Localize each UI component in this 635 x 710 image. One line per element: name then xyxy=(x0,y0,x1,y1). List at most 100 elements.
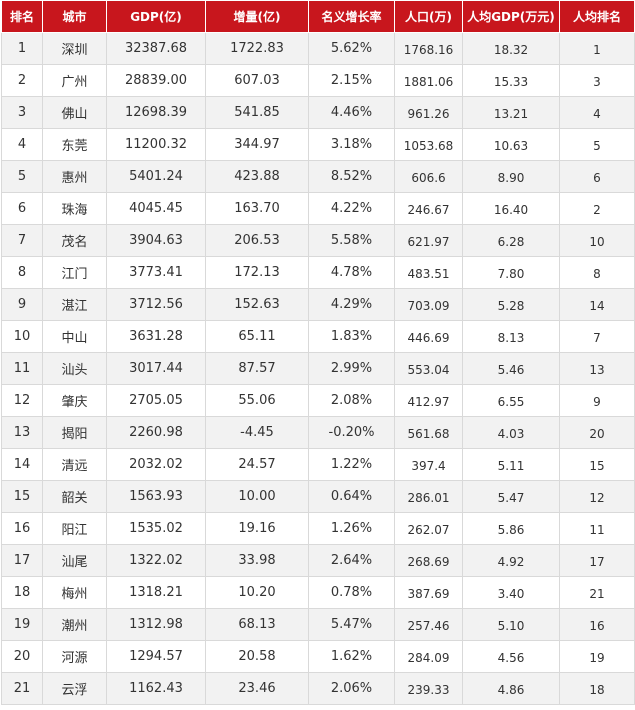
cell-col-increment: 10.00 xyxy=(205,480,309,513)
header-col-increment: 增量(亿) xyxy=(205,0,309,33)
cell-col-rank: 14 xyxy=(1,448,43,481)
cell-col-per-capita-gdp: 4.92 xyxy=(462,544,560,577)
cell-col-per-capita-gdp: 4.03 xyxy=(462,416,560,449)
cell-col-population: 257.46 xyxy=(394,608,463,641)
cell-col-increment: 172.13 xyxy=(205,256,309,289)
cell-col-per-capita-gdp: 13.21 xyxy=(462,96,560,129)
cell-col-gdp: 32387.68 xyxy=(106,32,206,65)
cell-col-growth-rate: 1.62% xyxy=(308,640,395,673)
cell-col-per-capita-gdp: 5.11 xyxy=(462,448,560,481)
cell-col-city: 韶关 xyxy=(42,480,107,513)
cell-col-per-capita-gdp: 16.40 xyxy=(462,192,560,225)
cell-col-per-capita-rank: 5 xyxy=(559,128,635,161)
cell-col-per-capita-rank: 13 xyxy=(559,352,635,385)
cell-col-increment: 423.88 xyxy=(205,160,309,193)
cell-col-rank: 4 xyxy=(1,128,43,161)
cell-col-gdp: 3773.41 xyxy=(106,256,206,289)
cell-col-per-capita-rank: 7 xyxy=(559,320,635,353)
cell-col-population: 239.33 xyxy=(394,672,463,705)
cell-col-population: 262.07 xyxy=(394,512,463,545)
header-col-gdp: GDP(亿) xyxy=(106,0,206,33)
cell-col-rank: 1 xyxy=(1,32,43,65)
table-header: 排名 城市 GDP(亿) 增量(亿) 名义增长率 人口(万) 人均GDP(万元) 人均排名 xyxy=(1,0,635,33)
cell-col-per-capita-rank: 11 xyxy=(559,512,635,545)
cell-col-increment: 1722.83 xyxy=(205,32,309,65)
cell-col-per-capita-rank: 1 xyxy=(559,32,635,65)
cell-col-gdp: 5401.24 xyxy=(106,160,206,193)
cell-col-per-capita-rank: 20 xyxy=(559,416,635,449)
cell-col-population: 246.67 xyxy=(394,192,463,225)
cell-col-per-capita-gdp: 6.28 xyxy=(462,224,560,257)
cell-col-rank: 9 xyxy=(1,288,43,321)
cell-col-growth-rate: 5.47% xyxy=(308,608,395,641)
cell-col-city: 茂名 xyxy=(42,224,107,257)
cell-col-city: 梅州 xyxy=(42,576,107,609)
cell-col-growth-rate: 3.18% xyxy=(308,128,395,161)
header-col-population: 人口(万) xyxy=(394,0,463,33)
cell-col-gdp: 2260.98 xyxy=(106,416,206,449)
cell-col-city: 深圳 xyxy=(42,32,107,65)
cell-col-rank: 18 xyxy=(1,576,43,609)
cell-col-growth-rate: 2.15% xyxy=(308,64,395,97)
cell-col-city: 江门 xyxy=(42,256,107,289)
cell-col-growth-rate: 4.46% xyxy=(308,96,395,129)
cell-col-rank: 2 xyxy=(1,64,43,97)
cell-col-gdp: 28839.00 xyxy=(106,64,206,97)
table-row: 18 梅州 1318.21 10.20 0.78% 387.69 3.40 21 xyxy=(1,576,635,609)
cell-col-city: 阳江 xyxy=(42,512,107,545)
table-row: 13 揭阳 2260.98 -4.45 -0.20% 561.68 4.03 20 xyxy=(1,416,635,449)
cell-col-increment: 20.58 xyxy=(205,640,309,673)
cell-col-per-capita-rank: 9 xyxy=(559,384,635,417)
cell-col-gdp: 3017.44 xyxy=(106,352,206,385)
cell-col-per-capita-gdp: 15.33 xyxy=(462,64,560,97)
cell-col-population: 1053.68 xyxy=(394,128,463,161)
cell-col-rank: 15 xyxy=(1,480,43,513)
cell-col-population: 621.97 xyxy=(394,224,463,257)
cell-col-increment: 19.16 xyxy=(205,512,309,545)
cell-col-growth-rate: 2.08% xyxy=(308,384,395,417)
cell-col-population: 553.04 xyxy=(394,352,463,385)
cell-col-per-capita-gdp: 8.13 xyxy=(462,320,560,353)
cell-col-population: 483.51 xyxy=(394,256,463,289)
header-col-city: 城市 xyxy=(42,0,107,33)
cell-col-population: 1881.06 xyxy=(394,64,463,97)
cell-col-population: 397.4 xyxy=(394,448,463,481)
table-row: 4 东莞 11200.32 344.97 3.18% 1053.68 10.63 5 xyxy=(1,128,635,161)
cell-col-increment: 68.13 xyxy=(205,608,309,641)
table-row: 1 深圳 32387.68 1722.83 5.62% 1768.16 18.32 1 xyxy=(1,32,635,65)
cell-col-growth-rate: 0.78% xyxy=(308,576,395,609)
cell-col-rank: 16 xyxy=(1,512,43,545)
cell-col-gdp: 11200.32 xyxy=(106,128,206,161)
cell-col-increment: 206.53 xyxy=(205,224,309,257)
table-body: 1 深圳 32387.68 1722.83 5.62% 1768.16 18.32 1 2 广州 2… xyxy=(1,32,635,705)
cell-col-per-capita-gdp: 4.56 xyxy=(462,640,560,673)
table-row: 8 江门 3773.41 172.13 4.78% 483.51 7.80 8 xyxy=(1,256,635,289)
cell-col-per-capita-gdp: 18.32 xyxy=(462,32,560,65)
cell-col-rank: 12 xyxy=(1,384,43,417)
header-row: 排名 城市 GDP(亿) 增量(亿) 名义增长率 人口(万) 人均GDP(万元) 人均排名 xyxy=(1,0,635,33)
cell-col-per-capita-gdp: 10.63 xyxy=(462,128,560,161)
cell-col-gdp: 1318.21 xyxy=(106,576,206,609)
cell-col-population: 387.69 xyxy=(394,576,463,609)
cell-col-city: 潮州 xyxy=(42,608,107,641)
cell-col-per-capita-rank: 8 xyxy=(559,256,635,289)
cell-col-per-capita-rank: 15 xyxy=(559,448,635,481)
table-row: 19 潮州 1312.98 68.13 5.47% 257.46 5.10 16 xyxy=(1,608,635,641)
header-col-per-capita-gdp: 人均GDP(万元) xyxy=(462,0,560,33)
cell-col-increment: 24.57 xyxy=(205,448,309,481)
cell-col-city: 珠海 xyxy=(42,192,107,225)
cell-col-city: 清远 xyxy=(42,448,107,481)
cell-col-gdp: 2705.05 xyxy=(106,384,206,417)
cell-col-increment: 541.85 xyxy=(205,96,309,129)
cell-col-gdp: 1535.02 xyxy=(106,512,206,545)
table-row: 10 中山 3631.28 65.11 1.83% 446.69 8.13 7 xyxy=(1,320,635,353)
cell-col-per-capita-rank: 19 xyxy=(559,640,635,673)
table-row: 5 惠州 5401.24 423.88 8.52% 606.6 8.90 6 xyxy=(1,160,635,193)
cell-col-growth-rate: 1.22% xyxy=(308,448,395,481)
cell-col-per-capita-gdp: 6.55 xyxy=(462,384,560,417)
header-col-per-capita-rank: 人均排名 xyxy=(559,0,635,33)
cell-col-per-capita-gdp: 7.80 xyxy=(462,256,560,289)
cell-col-per-capita-rank: 21 xyxy=(559,576,635,609)
cell-col-rank: 19 xyxy=(1,608,43,641)
cell-col-gdp: 1322.02 xyxy=(106,544,206,577)
